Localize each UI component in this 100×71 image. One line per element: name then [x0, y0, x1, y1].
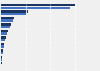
Bar [1, 17, 14, 19]
Bar [1, 4, 74, 6]
Bar [1, 45, 4, 48]
Bar [1, 52, 3, 54]
Bar [1, 36, 6, 39]
Bar [1, 23, 11, 26]
Bar [1, 58, 2, 61]
Bar [1, 49, 3, 52]
Bar [1, 32, 7, 35]
Bar [1, 43, 4, 45]
Bar [1, 26, 10, 28]
Bar [1, 62, 2, 64]
Bar [1, 13, 26, 15]
Bar [1, 39, 5, 41]
Bar [1, 30, 8, 32]
Bar [1, 10, 28, 13]
Bar [1, 19, 13, 22]
Bar [1, 7, 70, 9]
Bar [1, 56, 2, 58]
